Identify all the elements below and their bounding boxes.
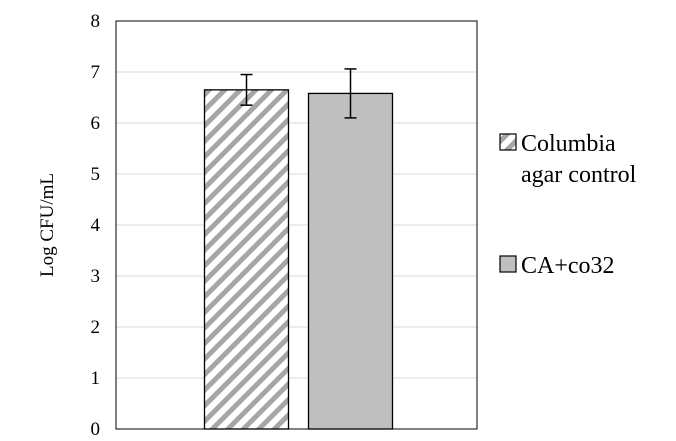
y-tick-label: 7: [91, 62, 101, 83]
y-axis-title: Log CFU/mL: [37, 173, 58, 277]
legend-swatch: [499, 255, 517, 273]
legend: Columbia agar control CA+co32: [499, 131, 637, 279]
y-axis-tick-labels: 0 1 2 3 4 5 6 7 8: [91, 11, 101, 440]
legend-label: CA+co32: [521, 253, 615, 279]
bars: [203, 89, 394, 430]
plot-area-frame: [115, 20, 478, 430]
legend-swatch: [499, 133, 517, 151]
bar-columbia-agar-control: [203, 89, 290, 430]
y-tick-label: 6: [91, 113, 101, 134]
y-tick-label: 5: [91, 164, 101, 185]
y-tick-label: 8: [91, 11, 101, 32]
bar-ca-co32: [307, 92, 394, 430]
legend-label: Columbia: [521, 131, 616, 157]
y-tick-label: 1: [91, 368, 101, 389]
legend-label: agar control: [521, 162, 637, 188]
gridlines: [116, 71, 477, 379]
error-bars: [240, 68, 357, 119]
y-tick-label: 4: [91, 215, 101, 236]
y-tick-label: 3: [91, 266, 101, 287]
y-tick-label: 2: [91, 317, 101, 338]
y-tick-label: 0: [91, 419, 101, 440]
